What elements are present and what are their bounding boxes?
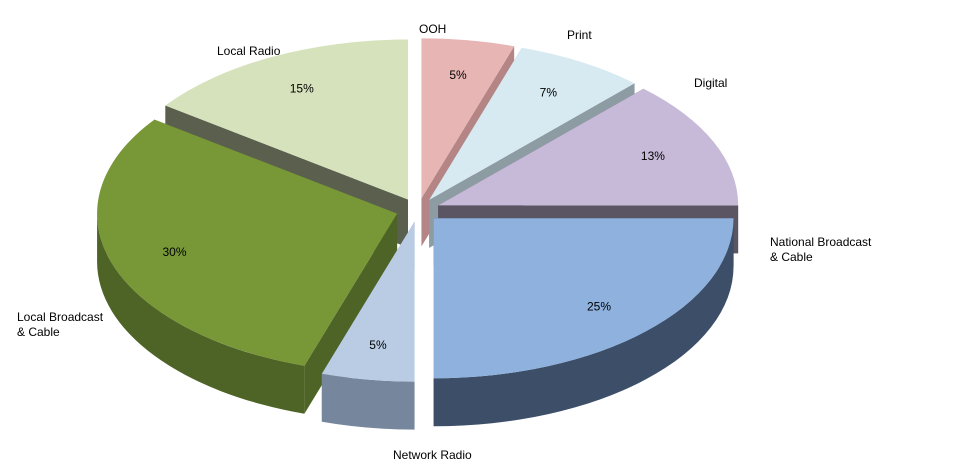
slice-rim-network-radio bbox=[321, 373, 415, 430]
percent-label-network-radio: 5% bbox=[369, 338, 387, 352]
category-label-national-broadcast-cable: National Broadcast & Cable bbox=[770, 235, 872, 264]
category-label-local-broadcast-cable: Local Broadcast & Cable bbox=[17, 310, 104, 339]
slice-cut-face-local-broadcast-cable bbox=[304, 213, 398, 414]
slice-local-broadcast-cable bbox=[97, 119, 398, 366]
category-label-print: Print bbox=[567, 28, 592, 42]
slice-network-radio bbox=[321, 221, 415, 382]
slice-tops bbox=[97, 38, 739, 382]
percent-label-print: 7% bbox=[540, 85, 558, 99]
percent-label-local-broadcast-cable: 30% bbox=[163, 245, 187, 259]
slice-ooh bbox=[421, 38, 515, 199]
percent-label-ooh: 5% bbox=[449, 68, 467, 82]
percent-label-national-broadcast-cable: 25% bbox=[587, 300, 611, 314]
category-label-ooh: OOH bbox=[419, 22, 447, 36]
slice-digital bbox=[438, 88, 739, 206]
slice-national-broadcast-cable bbox=[433, 218, 734, 379]
percent-label-digital: 13% bbox=[641, 149, 665, 163]
category-label-digital: Digital bbox=[694, 76, 728, 90]
slice-rim-national-broadcast-cable bbox=[433, 218, 734, 427]
slice-local-radio bbox=[165, 39, 409, 200]
slice-rim-local-broadcast-cable bbox=[97, 213, 305, 414]
category-label-local-radio: Local Radio bbox=[217, 44, 281, 58]
percent-label-local-radio: 15% bbox=[290, 81, 314, 95]
percent-labels: 5% 7% 13% 25% 5% 30% 15% bbox=[163, 68, 666, 352]
category-label-network-radio: Network Radio bbox=[393, 448, 472, 462]
slice-print bbox=[429, 47, 635, 200]
